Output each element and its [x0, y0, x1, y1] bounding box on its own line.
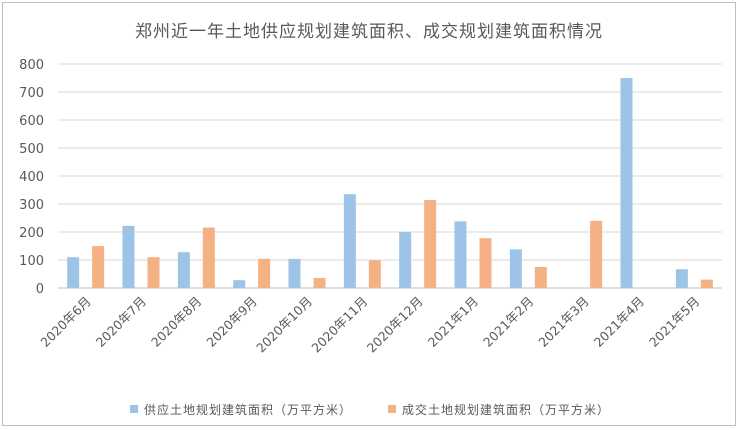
bar-supply: [67, 257, 80, 288]
bar-transaction: [258, 258, 271, 288]
chart-frame: 郑州近一年土地供应规划建筑面积、成交规划建筑面积情况: [2, 2, 736, 426]
bar-supply: [675, 269, 688, 288]
x-tick-label: 2021年2月: [480, 294, 536, 350]
legend-swatch-supply: [129, 405, 138, 413]
legend-swatch-transaction: [388, 405, 396, 413]
bar-transaction: [424, 200, 437, 288]
y-tick-label: 0: [36, 282, 44, 297]
x-tick-label: 2021年3月: [535, 294, 591, 350]
bar-supply: [233, 280, 246, 288]
bar-transaction: [368, 260, 381, 288]
bar-transaction: [534, 267, 547, 288]
x-tick-label: 2020年12月: [364, 294, 426, 356]
x-tick-label: 2021年1月: [425, 294, 481, 350]
bar-supply: [177, 252, 190, 288]
y-tick-label: 800: [19, 58, 44, 73]
bar-transaction: [313, 277, 326, 288]
bar-transaction: [479, 238, 492, 288]
legend-item-transaction: 成交土地规划建筑面积（万平方米）: [388, 400, 610, 418]
legend-label-supply: 供应土地规划建筑面积（万平方米）: [143, 402, 352, 417]
x-tick-label: 2020年8月: [148, 294, 204, 350]
legend-item-supply: 供应土地规划建筑面积（万平方米）: [129, 400, 352, 418]
bar-supply: [509, 249, 522, 288]
bar-supply: [343, 194, 356, 288]
legend-label-transaction: 成交土地规划建筑面积（万平方米）: [402, 402, 611, 417]
y-tick-label: 500: [19, 142, 44, 157]
x-tick-label: 2020年9月: [203, 294, 259, 350]
bar-transaction: [700, 279, 713, 288]
bar-supply: [288, 258, 301, 288]
x-tick-label: 2020年10月: [253, 294, 315, 356]
x-tick-label: 2020年7月: [93, 294, 149, 350]
bar-supply: [454, 221, 467, 288]
legend: 供应土地规划建筑面积（万平方米） 成交土地规划建筑面积（万平方米）: [0, 400, 740, 418]
chart-title: 郑州近一年土地供应规划建筑面积、成交规划建筑面积情况: [135, 22, 603, 42]
bar-supply: [620, 78, 633, 288]
y-tick-label: 300: [19, 198, 44, 213]
bar-transaction: [92, 246, 105, 288]
y-tick-label: 700: [19, 86, 44, 101]
bar-transaction: [202, 227, 215, 288]
y-tick-label: 400: [19, 170, 44, 185]
y-tick-label: 200: [19, 226, 44, 241]
x-tick-label: 2020年6月: [37, 294, 93, 350]
bar-transaction: [147, 257, 160, 288]
x-tick-label: 2021年4月: [591, 294, 647, 350]
bar-supply: [399, 232, 412, 288]
bar-supply: [122, 225, 135, 288]
bar-transaction: [590, 220, 603, 288]
x-tick-label: 2020年11月: [308, 294, 370, 356]
x-tick-label: 2021年5月: [646, 294, 702, 350]
y-tick-label: 100: [19, 254, 44, 269]
y-tick-label: 600: [19, 114, 44, 129]
